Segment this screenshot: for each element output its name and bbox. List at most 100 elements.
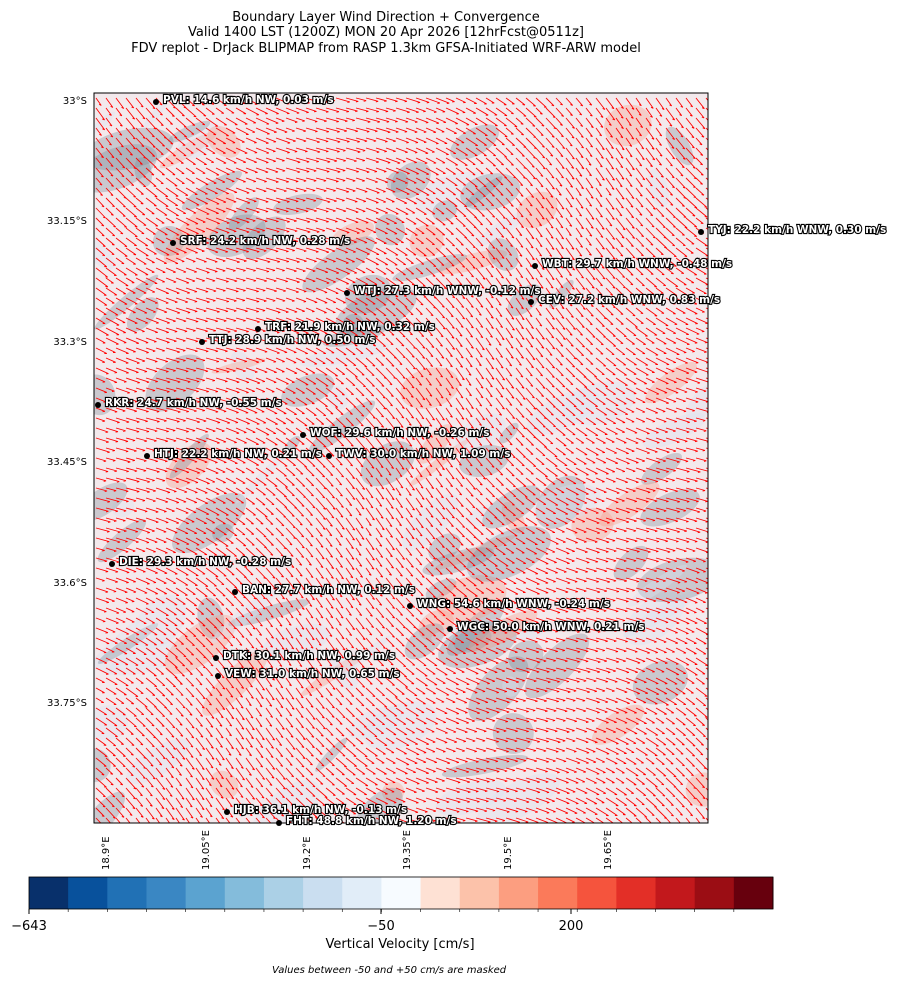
field-blob [624,591,685,646]
field-blob [207,214,266,258]
field-blob [211,588,279,643]
station-label: CEV: 27.2 km/h WNW, 0.83 m/s [538,294,720,306]
field-blob [308,400,376,454]
lat-tick-label: 33°S [63,96,87,107]
lat-tick-label: 33.6°S [53,578,87,589]
colorbar-swatch [498,877,539,909]
field-blob [172,492,247,554]
field-blob [363,701,437,751]
wind-arrows [95,97,708,823]
lon-tick-label: 19.2°E [302,836,313,870]
station-label: DTK: 30.1 km/h NW, 0.99 m/s [223,650,395,662]
station-label: BAN: 27.7 km/h NW, 0.12 m/s [242,584,415,596]
station-label: TRF: 21.9 km/h NW, 0.32 m/s [265,321,435,333]
field-blob [415,171,501,216]
colorbar-swatch [107,877,147,909]
field-blob [453,627,492,653]
field-blob [250,779,321,823]
station-dot [326,453,332,459]
field-blob [599,482,660,527]
station-dot [528,299,534,305]
station-dot [215,673,221,679]
field-blob [450,124,499,160]
field-blob [281,373,335,407]
title: Boundary Layer Wind Direction + Converge… [232,10,540,25]
field-blob [418,609,455,641]
title: Valid 1400 LST (1200Z) MON 20 Apr 2026 [… [188,25,584,40]
station-dot [344,290,350,296]
colorbar-tick-label: 200 [559,919,584,934]
map-frame [93,92,709,824]
station-label: WOF: 29.6 km/h NW, -0.26 m/s [310,427,490,439]
colorbar-swatch [303,877,343,909]
map [94,93,708,823]
field-blob [591,704,645,745]
colorbar-label: Vertical Velocity [cm/s] [325,937,474,952]
field-blob [402,493,459,552]
colorbar-swatch [577,877,617,909]
field-blob [197,597,225,640]
lon-tick-label: 19.35°E [402,830,413,870]
field-blob [126,738,190,784]
field-blob [404,623,445,660]
field-blob [284,436,301,453]
colorbar-swatch [29,877,69,909]
lon-tick-label: 19.65°E [603,830,614,870]
field-blob [432,200,457,222]
colorbar-swatch [733,877,774,909]
colorbar-swatch [381,877,422,909]
field-blob [302,236,375,293]
lat-tick-label: 33.15°S [47,216,87,227]
field-blob [94,237,115,270]
field-blob [386,171,409,193]
colorbar-swatch [342,877,382,909]
field-blob [433,535,516,570]
lat-tick-label: 33.75°S [47,698,87,709]
station-label: VEW: 31.0 km/h NW, 0.65 m/s [225,668,400,680]
colorbar-swatch [420,877,461,909]
station-dot [224,809,230,815]
colorbar-swatch [459,877,500,909]
colorbar-tick-label: −50 [367,919,394,934]
colorbar-swatch [616,877,657,909]
field-blob [571,507,614,542]
field-blob [623,590,699,638]
station-label: HTJ: 22.2 km/h NW, 0.21 m/s [154,448,322,460]
colorbar-frame [28,876,774,910]
lon-tick-label: 19.05°E [201,830,212,870]
field-blob [144,102,167,128]
field-blob [425,578,457,600]
field-blob [235,446,292,504]
station-dot [255,326,261,332]
field-blob [613,545,649,581]
field-blob [641,452,682,485]
field-blob [640,489,700,527]
field-blob [431,618,524,643]
field-blob [97,519,147,563]
field-blob [94,482,128,522]
colorbar-swatch [263,877,304,909]
field-blob [408,439,469,487]
station-dot [300,432,306,438]
field-blob [507,284,542,316]
station-label: WBT: 29.7 km/h WNW, -0.48 m/s [542,258,732,270]
lat-tick-label: 33.3°S [53,337,87,348]
station-dot [95,402,101,408]
field-blob [94,705,129,741]
lon-tick-label: 19.5°E [503,836,514,870]
field-blob [533,484,601,523]
field-blob [97,623,159,664]
field-blob [329,652,359,690]
station-dot [109,561,115,567]
field-blob [422,547,495,576]
field-blob [438,249,508,274]
field-blob [417,424,453,464]
station-label: RKR: 24.7 km/h NW, -0.55 m/s [105,397,282,409]
field-blob [94,144,158,193]
field-blob [335,286,417,336]
field-blob [134,594,187,649]
station-dot [698,229,704,235]
station-label: TYJ: 22.2 km/h WNW, 0.30 m/s [708,224,886,236]
field-blob [476,211,528,247]
